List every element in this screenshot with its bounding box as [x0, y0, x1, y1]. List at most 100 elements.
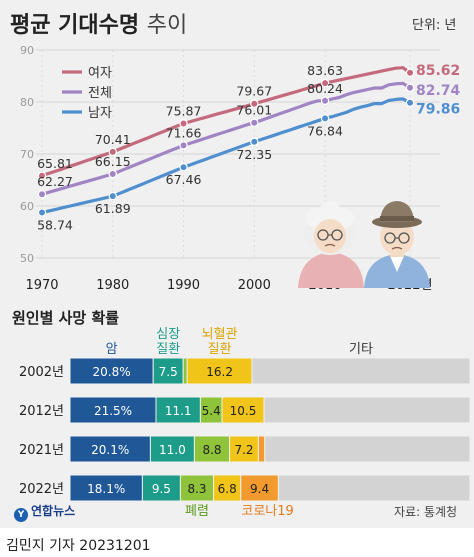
bar-value-label: 11.0 [159, 443, 186, 457]
data-point [108, 147, 117, 157]
bar-segment-covid [257, 435, 266, 463]
life-chart-y-axis: 50 60 70 80 90 [20, 44, 34, 265]
bar-segment-other [251, 357, 471, 385]
data-point [250, 118, 259, 127]
byline: 김민지 기자 20231201 [6, 538, 151, 554]
page-title: 평균 기대수명 추이 [10, 7, 187, 39]
data-label: 82.74 [416, 83, 461, 99]
series-line-male [41, 97, 411, 215]
bar-segment-other [277, 474, 471, 502]
data-point [320, 96, 330, 105]
data-label: 58.74 [37, 218, 73, 233]
bar-value-label: 11.1 [165, 404, 192, 418]
bar-value-label: 16.2 [206, 365, 233, 379]
data-label: 61.89 [95, 201, 131, 216]
data-point [179, 119, 188, 128]
data-label: 72.35 [236, 147, 272, 162]
bar-segment-cancer [69, 474, 143, 502]
data-point [37, 189, 47, 199]
header-label-heart: 질환 [156, 342, 180, 357]
bar-value-label: 21.5% [94, 404, 132, 418]
bar-segment-heart [155, 396, 201, 424]
data-point [405, 98, 415, 107]
series-line-female [41, 66, 411, 178]
legend-label: 전체 [88, 86, 112, 101]
data-point [250, 137, 259, 146]
y-tick-label: 70 [20, 148, 34, 161]
bar-segment-cancer [69, 435, 151, 463]
data-label: 62.27 [37, 174, 73, 189]
data-point [320, 78, 330, 88]
bottom-label-covid: 코로나19 [241, 504, 293, 519]
bar-segment-cerebro [229, 435, 259, 463]
bar-segment-pneumonia [193, 435, 231, 463]
x-tick-label: 1980 [96, 278, 129, 293]
header-label-cancer: 암 [106, 342, 118, 357]
bar-category-label: 2022년 [19, 482, 64, 497]
x-tick-label: 1970 [25, 278, 58, 293]
data-point [405, 83, 415, 92]
bar-value-label: 7.2 [234, 443, 253, 457]
data-point [37, 171, 47, 180]
cause-section-title: 원인별 사망 확률 [12, 309, 120, 327]
data-point [108, 169, 117, 179]
header-label-cerebro: 질환 [208, 342, 232, 357]
bar-value-label: 7.5 [159, 365, 178, 379]
life-chart-series [37, 66, 415, 217]
x-tick-label: 2000 [238, 278, 271, 293]
bar-value-label: 10.5 [230, 404, 257, 418]
bar-value-label: 20.8% [93, 365, 131, 379]
title-sub: 추이 [146, 13, 188, 38]
bar-segment-covid [240, 474, 279, 502]
bar-value-label: 9.4 [250, 482, 269, 496]
bar-segment-heart [149, 435, 195, 463]
bar-segment-cancer [69, 396, 157, 424]
header-label-other: 기타 [349, 342, 373, 357]
bar-category-label: 2002년 [19, 365, 64, 380]
data-point [37, 208, 47, 217]
bar-value-label: 5.4 [202, 404, 221, 418]
bar-value-label: 8.8 [202, 443, 221, 457]
data-label: 79.86 [416, 102, 460, 118]
footer [0, 528, 474, 557]
data-label: 71.66 [166, 125, 202, 140]
data-point [108, 191, 117, 201]
y-tick-label: 60 [20, 200, 34, 213]
data-point [320, 114, 330, 123]
bar-value-label: 8.3 [187, 482, 206, 496]
bar-segment-cerebro [186, 357, 253, 385]
legend-label: 남자 [88, 106, 112, 121]
data-point [405, 68, 415, 77]
bar-segment-pneumonia [179, 474, 215, 502]
data-label: 75.87 [166, 103, 202, 118]
bar-value-label: 9.5 [152, 482, 171, 496]
life-chart-data-labels: 65.81 70.41 75.87 79.67 83.63 85.62 62.27 66.15… [37, 63, 460, 233]
data-label: 65.81 [37, 156, 73, 171]
data-label: 85.62 [416, 63, 460, 79]
yonhap-logo: Y 연합뉴스 [14, 502, 75, 522]
data-point [179, 141, 188, 150]
header-label-cerebro: 뇌혈관 [202, 327, 238, 342]
yonhap-logo-icon: Y [14, 508, 28, 522]
bar-chart-bars: 2002년 20.8% 7.5 16.2 2012년 21.5% 11.1 5.4 10.5 20… [19, 357, 471, 502]
bar-category-label: 2012년 [19, 404, 64, 419]
bar-value-label: 18.1% [87, 482, 125, 496]
data-point [250, 99, 259, 108]
data-label: 80.24 [307, 81, 343, 96]
unit-label: 단위: 년 [412, 18, 457, 33]
data-label: 66.15 [95, 154, 131, 169]
series-line-total [41, 81, 411, 196]
bar-segment-cerebro [213, 474, 242, 502]
legend-label: 여자 [88, 66, 112, 81]
bar-segment-other [263, 396, 471, 424]
source-note: 자료: 통계청 [394, 505, 458, 519]
bar-value-label: 6.8 [218, 482, 237, 496]
data-label: 76.01 [236, 103, 272, 118]
elderly-couple-illustration [298, 201, 430, 288]
data-point [179, 163, 188, 172]
data-label: 67.46 [166, 172, 202, 187]
data-label: 79.67 [236, 84, 272, 99]
